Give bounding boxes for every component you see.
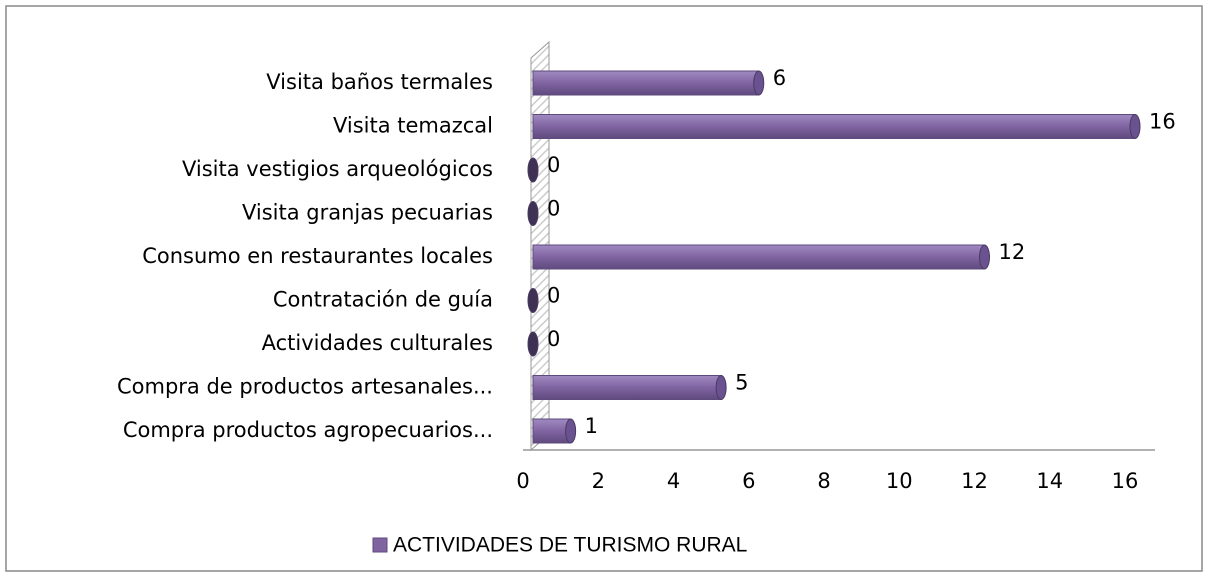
y-tick-label: Visita temazcal [333, 114, 493, 138]
x-tick-label: 2 [592, 469, 605, 493]
x-tick-label: 4 [667, 469, 680, 493]
x-tick-label: 12 [961, 469, 988, 493]
bar [532, 418, 572, 444]
data-label: 5 [735, 371, 748, 395]
y-tick-label: Visita vestigios arqueológicos [182, 157, 493, 181]
bar-cap [527, 157, 539, 183]
data-label: 0 [547, 284, 560, 308]
y-tick-label: Compra productos agropecuarios... [123, 418, 493, 442]
bar-cap [527, 331, 539, 357]
x-tick-label: 14 [1036, 469, 1063, 493]
bar-cap [753, 70, 765, 96]
y-tick-label: Visita baños termales [266, 70, 493, 94]
data-label: 1 [585, 414, 598, 438]
y-tick-label: Visita granjas pecuarias [242, 201, 493, 225]
bar [532, 375, 722, 400]
data-label: 12 [999, 240, 1026, 264]
y-tick-label: Consumo en restaurantes locales [142, 244, 493, 268]
bar [532, 114, 1136, 139]
x-tick-label: 6 [742, 469, 755, 493]
bar [532, 244, 985, 270]
chart-border [5, 5, 1203, 572]
x-tick-label: 16 [1112, 469, 1139, 493]
data-label: 0 [547, 197, 560, 221]
y-tick-label: Contratación de guía [273, 288, 493, 312]
legend-marker [372, 537, 388, 553]
x-tick-label: 10 [886, 469, 913, 493]
x-tick-label: 8 [817, 469, 830, 493]
data-label: 0 [547, 153, 560, 177]
data-label: 0 [547, 327, 560, 351]
bar-cap [1129, 114, 1141, 139]
legend-label: ACTIVIDADES DE TURISMO RURAL [393, 534, 747, 557]
bar-cap [527, 288, 539, 313]
bar [532, 70, 760, 96]
data-label: 6 [773, 66, 786, 90]
y-tick-label: Compra de productos artesanales... [117, 375, 493, 399]
bar-cap [527, 201, 539, 226]
bar-cap [565, 418, 577, 444]
y-tick-label: Actividades culturales [262, 331, 493, 355]
x-tick-label: 0 [516, 469, 529, 493]
bar-cap [979, 244, 990, 270]
data-label: 16 [1149, 110, 1176, 134]
bar-cap [715, 375, 727, 400]
